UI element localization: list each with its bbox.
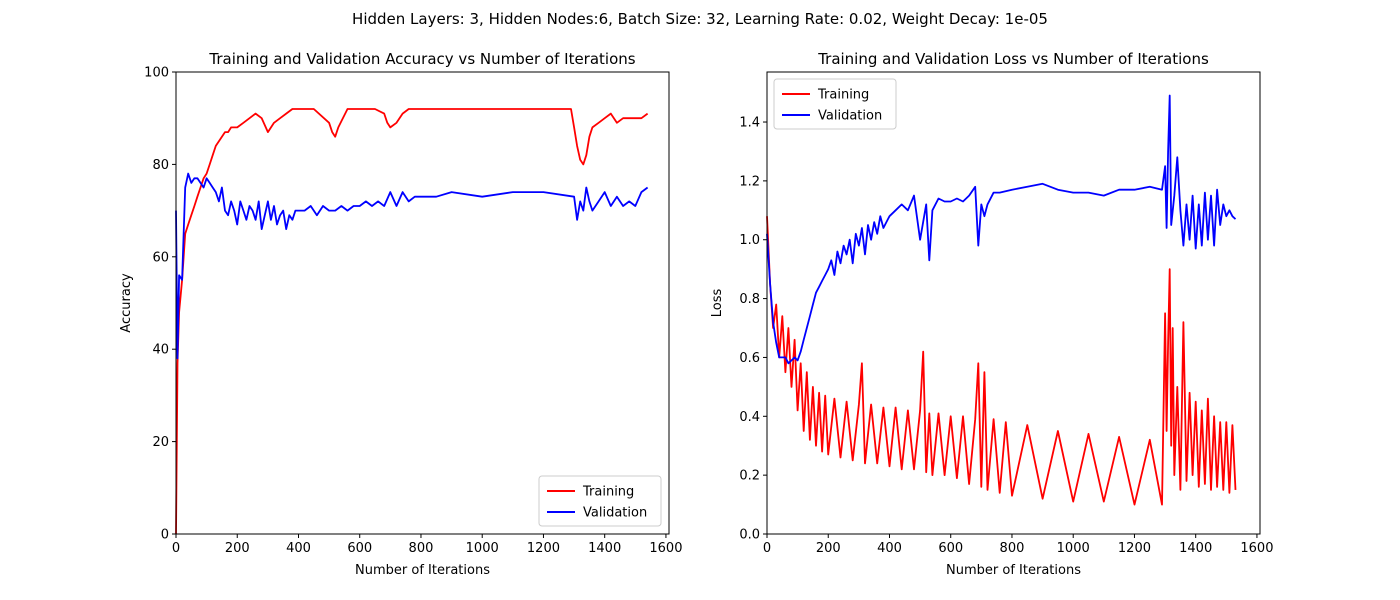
x-tick-label: 1200 [1118,541,1151,556]
series-line-validation [766,94,1237,365]
legend-label: Training [582,485,634,500]
x-tick-label: 1200 [527,541,560,556]
x-tick-label: 600 [347,541,372,556]
x-tick-label: 200 [816,541,841,556]
series-line-training [175,108,649,535]
y-tick-label: 1.0 [739,233,760,248]
x-tick-label: 1400 [588,541,621,556]
x-tick-label: 800 [1000,541,1025,556]
legend-box [773,78,897,130]
x-axis-label: Number of Iterations [946,563,1081,578]
x-tick-label: 1600 [1240,541,1273,556]
y-tick-label: 1.4 [739,116,760,131]
x-tick-label: 1000 [1057,541,1090,556]
legend-box [538,475,662,527]
x-tick-label: 400 [877,541,902,556]
x-tick-label: 0 [763,541,771,556]
loss-chart: Training and Validation Loss vs Number o… [710,50,1273,578]
y-axis-label: Accuracy [119,273,134,333]
x-tick-label: 1400 [1179,541,1212,556]
y-tick-label: 40 [152,343,169,358]
y-axis-label: Loss [710,289,725,318]
y-tick-label: 1.2 [739,174,760,189]
x-tick-label: 400 [286,541,311,556]
y-tick-label: 100 [144,66,169,81]
legend: Training Validation [538,475,662,527]
x-tick-label: 1600 [649,541,682,556]
x-tick-label: 1000 [466,541,499,556]
series-line-validation [175,172,649,360]
x-tick-label: 200 [225,541,250,556]
x-axis-label: Number of Iterations [355,563,490,578]
y-tick-label: 60 [152,250,169,265]
y-tick-label: 0.0 [739,528,760,543]
y-tick-label: 0.6 [739,351,760,366]
x-tick-label: 0 [172,541,180,556]
y-tick-label: 0.4 [739,410,760,425]
chart-title: Training and Validation Accuracy vs Numb… [208,50,635,68]
legend-label: Validation [583,506,647,521]
y-tick-label: 80 [152,158,169,173]
accuracy-chart: Training and Validation Accuracy vs Numb… [119,50,682,578]
legend-label: Validation [818,109,882,124]
plot-frame [766,71,1261,535]
legend-label: Training [817,88,869,103]
series-line-training [766,216,1237,506]
chart-title: Training and Validation Loss vs Number o… [817,50,1209,68]
x-tick-label: 600 [938,541,963,556]
y-tick-label: 20 [152,435,169,450]
x-tick-label: 800 [409,541,434,556]
plot-frame [175,71,670,535]
legend: Training Validation [773,78,897,130]
figure-suptitle: Hidden Layers: 3, Hidden Nodes:6, Batch … [352,10,1048,28]
y-tick-label: 0.2 [739,469,760,484]
y-tick-label: 0.8 [739,292,760,307]
y-tick-label: 0 [161,528,169,543]
